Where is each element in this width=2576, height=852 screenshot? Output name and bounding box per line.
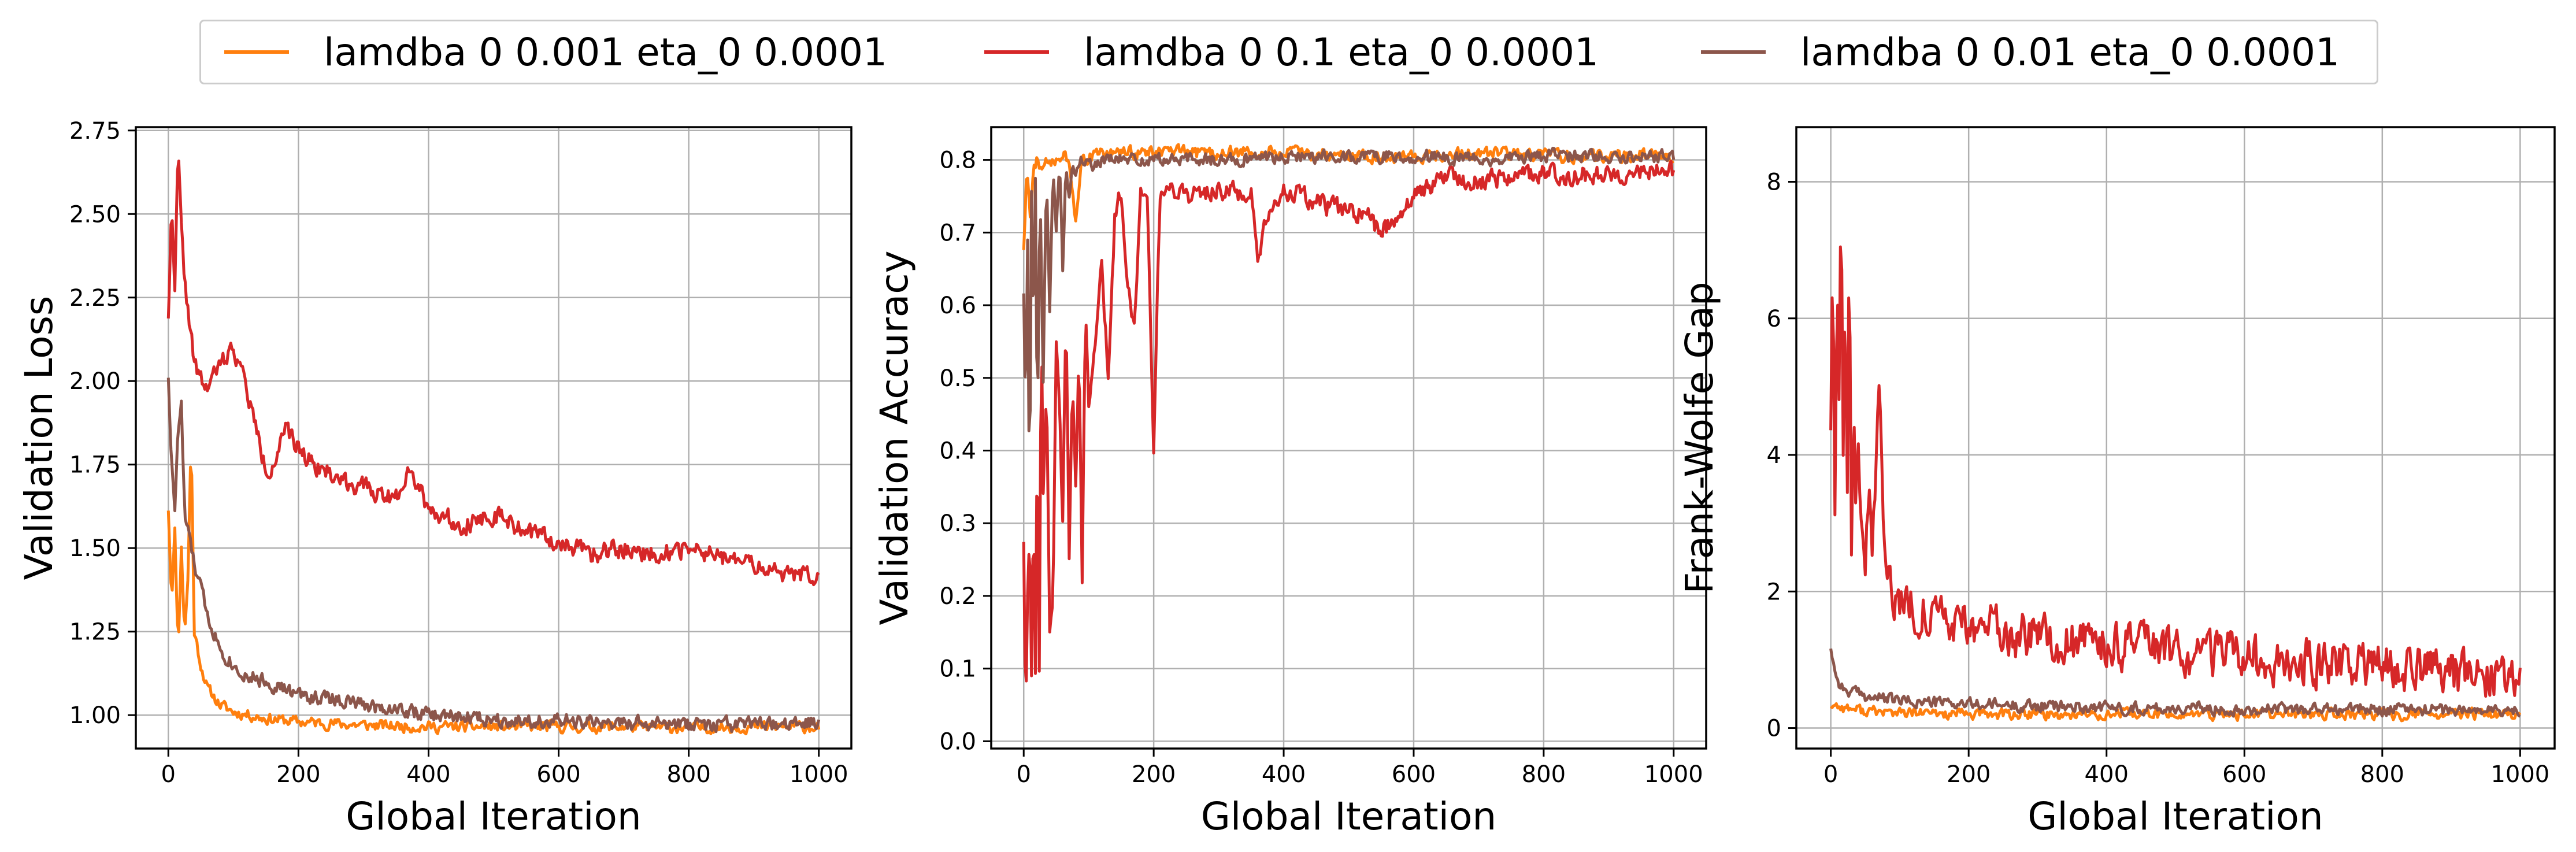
x-axis-label: Global Iteration — [2028, 794, 2323, 839]
x-tick-label: 400 — [406, 761, 450, 788]
y-tick-label: 1.75 — [69, 452, 121, 479]
x-tick-label: 0 — [1823, 761, 1838, 788]
legend-swatch-2 — [984, 50, 1049, 54]
y-tick-label: 2.75 — [69, 118, 121, 145]
y-tick-label: 2.25 — [69, 285, 121, 312]
chart-panel-2: 0 200 400 600 800 1000 0.0 0.1 0.2 0.3 0.4 0.5 0.6 0.… — [872, 126, 1707, 839]
axes-frame — [135, 126, 853, 750]
x-tick-label: 400 — [2085, 761, 2129, 788]
y-tick-label: 0.0 — [939, 728, 976, 755]
series-line-3 — [1829, 648, 2521, 718]
x-tick-label: 800 — [1522, 761, 1566, 788]
x-tick-label: 1000 — [790, 761, 848, 788]
y-tick-label: 0.8 — [939, 147, 976, 174]
y-tick-label: 8 — [1767, 169, 1781, 196]
legend-entry-2: lamdba 0 0.1 eta_0 0.0001 — [984, 21, 1599, 83]
x-axis-label: Global Iteration — [1201, 794, 1496, 839]
y-tick-label: 0.3 — [939, 510, 976, 537]
legend-label-3: lamdba 0 0.01 eta_0 0.0001 — [1800, 29, 2340, 75]
y-axis-label: Validation Accuracy — [872, 250, 917, 625]
x-tick-label: 1000 — [1644, 761, 1703, 788]
y-tick-label: 1.25 — [69, 619, 121, 646]
y-tick-label: 0.1 — [939, 656, 976, 683]
y-tick-label: 6 — [1767, 306, 1781, 332]
series-line-3 — [1022, 146, 1676, 432]
x-tick-label: 200 — [1132, 761, 1176, 788]
legend-swatch-3 — [1701, 50, 1766, 54]
x-axis-label: Global Iteration — [346, 794, 641, 839]
axes-frame — [990, 126, 1707, 750]
x-tick-label: 200 — [276, 761, 320, 788]
series-line-1 — [1829, 702, 2522, 723]
y-tick-label: 0.4 — [939, 438, 976, 465]
legend: lamdba 0 0.001 eta_0 0.0001 lamdba 0 0.1… — [199, 20, 2378, 84]
y-axis-label: Frank-Wolfe Gap — [1677, 281, 1722, 594]
y-tick-label: 4 — [1767, 442, 1781, 469]
legend-label-2: lamdba 0 0.1 eta_0 0.0001 — [1084, 29, 1599, 75]
y-tick-label: 0.2 — [939, 583, 976, 610]
y-tick-label: 2.00 — [69, 368, 121, 395]
x-tick-label: 800 — [2360, 761, 2404, 788]
series-line-3 — [166, 377, 821, 734]
series-line-2 — [166, 160, 820, 587]
y-tick-label: 1.50 — [69, 535, 121, 562]
series-line-1 — [166, 465, 821, 736]
x-tick-label: 800 — [666, 761, 710, 788]
x-tick-label: 0 — [161, 761, 176, 788]
y-tick-label: 2.50 — [69, 201, 121, 228]
series-line-2 — [1022, 160, 1676, 683]
x-tick-label: 600 — [2222, 761, 2266, 788]
x-tick-label: 200 — [1947, 761, 1991, 788]
y-axis-label: Validation Loss — [17, 296, 61, 580]
chart-panel-3: 0 200 400 600 800 1000 0 2 4 6 8 Global Iteration Fr… — [1677, 126, 2556, 839]
y-tick-label: 2 — [1767, 579, 1781, 605]
y-tick-label: 0.6 — [939, 292, 976, 319]
legend-entry-1: lamdba 0 0.001 eta_0 0.0001 — [224, 21, 887, 83]
x-tick-label: 1000 — [2490, 761, 2549, 788]
x-tick-label: 0 — [1017, 761, 1031, 788]
series-line-2 — [1829, 245, 2522, 698]
legend-entry-3: lamdba 0 0.01 eta_0 0.0001 — [1701, 21, 2340, 83]
y-tick-label: 0.5 — [939, 365, 976, 392]
axes-frame — [1795, 126, 2556, 750]
x-tick-label: 600 — [1392, 761, 1436, 788]
x-tick-label: 400 — [1262, 761, 1306, 788]
legend-label-1: lamdba 0 0.001 eta_0 0.0001 — [324, 29, 888, 75]
chart-panel-1: 0 200 400 600 800 1000 1.00 1.25 1.50 1.75 2.00 2.2… — [17, 118, 853, 839]
x-tick-label: 600 — [536, 761, 580, 788]
y-tick-label: 0 — [1767, 716, 1781, 742]
legend-swatch-1 — [224, 50, 289, 54]
y-tick-label: 0.7 — [939, 220, 976, 246]
y-tick-label: 1.00 — [69, 702, 121, 729]
